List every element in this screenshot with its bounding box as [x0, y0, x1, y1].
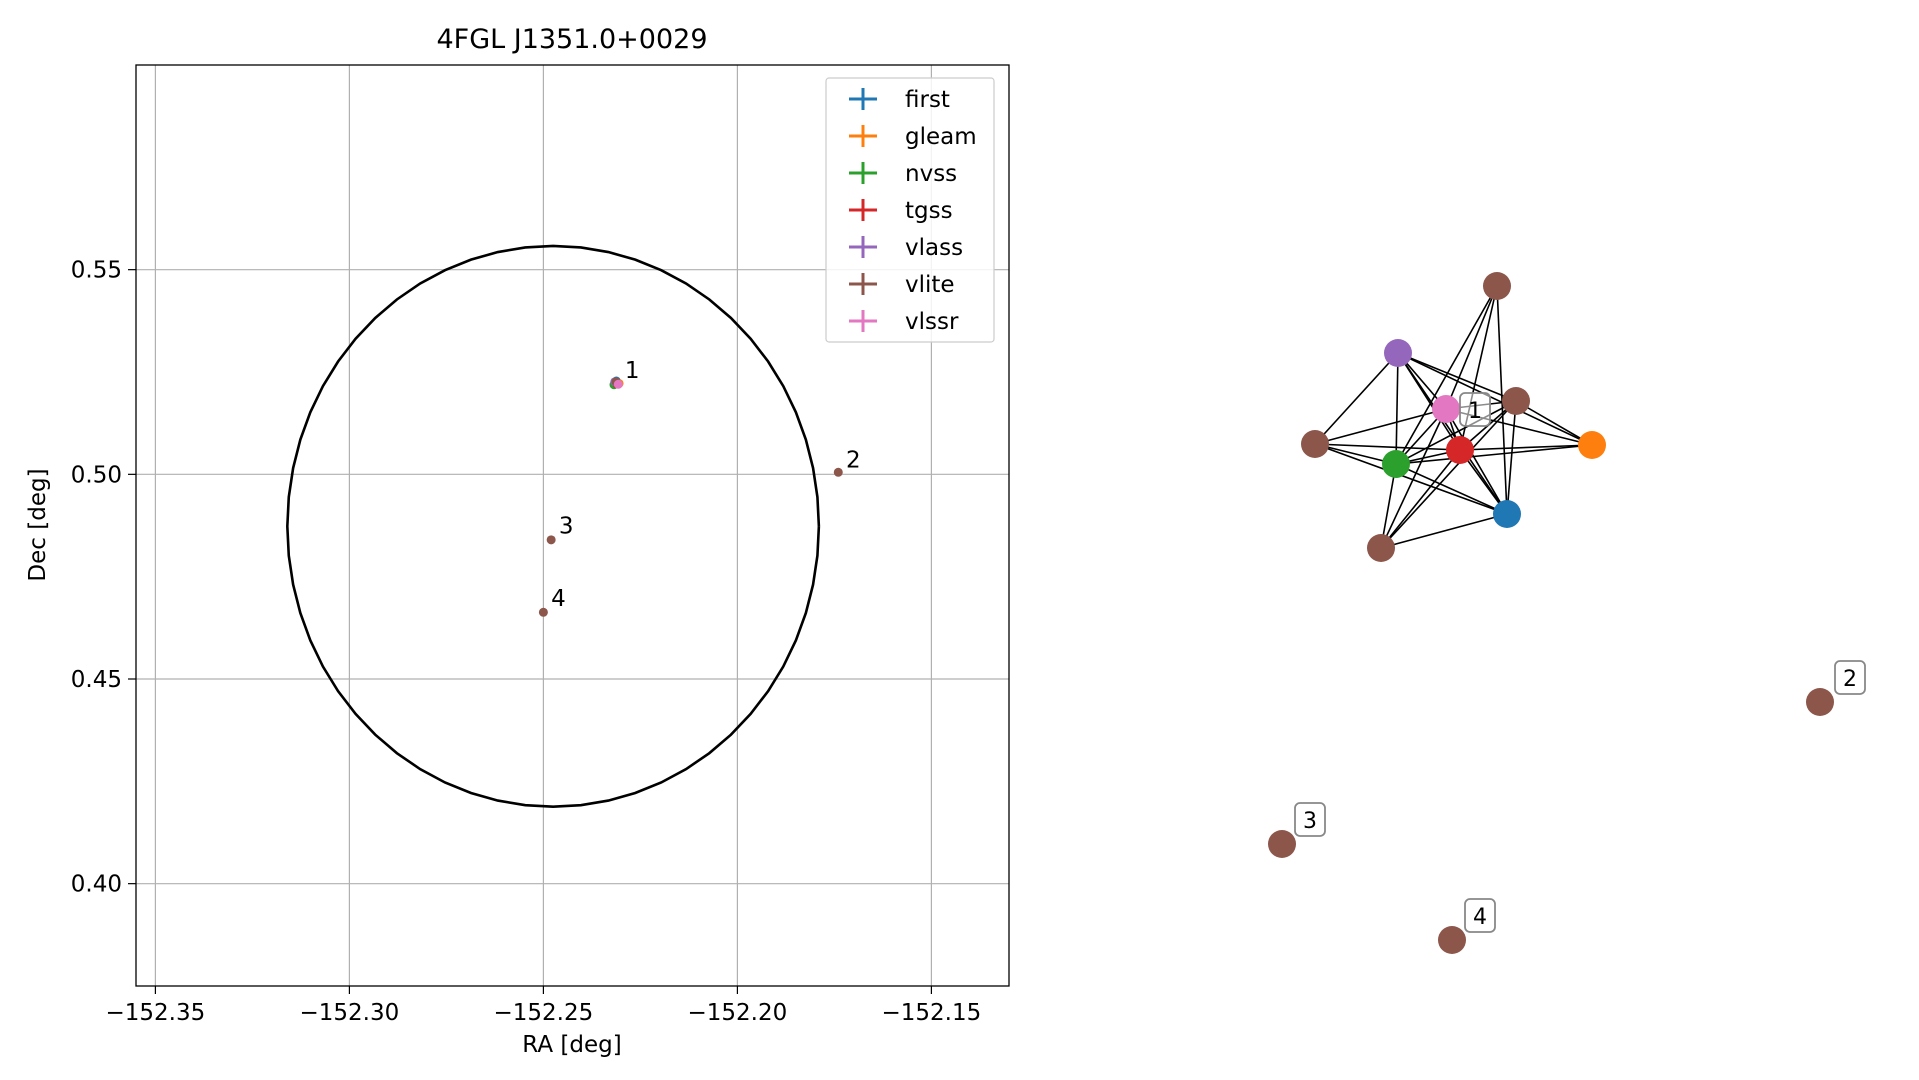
- graph-edge: [1380, 408, 1447, 549]
- data-point-vlssr: [613, 379, 623, 389]
- graph-edge: [1380, 513, 1508, 549]
- graph-label-text: 2: [1843, 667, 1857, 692]
- graph-node-gleam: [1578, 431, 1606, 459]
- graph-label-text: 1: [1468, 399, 1482, 424]
- graph-node-vlssr: [1432, 395, 1460, 423]
- graph-edge: [1445, 285, 1498, 410]
- legend-label: gleam: [905, 124, 977, 150]
- source-annotation: 1: [625, 358, 640, 384]
- graph-node-vlite-4: [1438, 926, 1466, 954]
- graph-node-nvss: [1382, 450, 1410, 478]
- graph-edge: [1397, 352, 1593, 446]
- graph-label-box: [1294, 802, 1326, 837]
- graph-edge: [1496, 285, 1508, 515]
- legend-entry-nvss: nvss: [849, 161, 957, 187]
- plot-frame: [135, 64, 1010, 987]
- graph-edge: [1395, 285, 1498, 465]
- y-axis-ticks: 0.40 0.45 0.50 0.55: [71, 258, 136, 898]
- x-tick-label: −152.25: [494, 1000, 594, 1026]
- graph-edge: [1314, 408, 1447, 445]
- graph-edge: [1395, 444, 1593, 465]
- legend-entry-vlite: vlite: [849, 272, 955, 298]
- graph-edge: [1395, 352, 1399, 465]
- legend-label: vlass: [905, 235, 963, 261]
- graph-nodes: [1268, 272, 1834, 954]
- legend-entry-gleam: gleam: [849, 124, 977, 150]
- graph-node-first: [1493, 500, 1521, 528]
- graph-node-vlite-3: [1268, 830, 1296, 858]
- graph-edge: [1395, 400, 1517, 465]
- graph-node-vlass: [1384, 339, 1412, 367]
- data-point-vlite: [833, 467, 843, 477]
- graph-node-vlite-d: [1367, 534, 1395, 562]
- data-point-vlite: [538, 607, 548, 617]
- graph-label-text: 3: [1303, 809, 1317, 834]
- graph-edge: [1506, 400, 1517, 515]
- source-points: [538, 376, 843, 617]
- legend-label: vlssr: [905, 309, 959, 335]
- graph-edge: [1515, 400, 1593, 446]
- graph-edge: [1397, 352, 1517, 402]
- graph-edge: [1314, 443, 1461, 451]
- source-annotation: 2: [846, 447, 861, 473]
- legend-label: first: [905, 87, 950, 113]
- y-tick-label: 0.50: [71, 462, 122, 488]
- legend-label: tgss: [905, 198, 953, 224]
- legend-entry-tgss: tgss: [849, 198, 953, 224]
- legend-entry-first: first: [849, 87, 950, 113]
- source-annotations: 1 2 3 4: [551, 358, 861, 612]
- x-tick-label: −152.15: [882, 1000, 982, 1026]
- x-axis-label: RA [deg]: [522, 1032, 621, 1058]
- y-tick-label: 0.55: [71, 258, 122, 284]
- graph-label-text: 4: [1473, 905, 1487, 930]
- graph-label: 3: [1294, 802, 1326, 837]
- graph-label-box: [1459, 392, 1491, 427]
- graph-node-vlite-2: [1806, 688, 1834, 716]
- graph-edge: [1380, 463, 1397, 549]
- legend-label: vlite: [905, 272, 955, 298]
- chart-title: 4FGL J1351.0+0029: [436, 24, 707, 55]
- graph-label-box: [1834, 660, 1866, 695]
- graph-label: 4: [1464, 898, 1496, 933]
- legend-label: nvss: [905, 161, 957, 187]
- graph-label: 1: [1459, 392, 1491, 427]
- crossmatch-network-graph: 1 2 3 4: [1268, 272, 1866, 954]
- source-annotation: 4: [551, 586, 566, 612]
- graph-edge: [1380, 400, 1517, 549]
- source-annotation: 3: [559, 514, 574, 540]
- legend-entry-vlass: vlass: [849, 235, 963, 261]
- y-tick-label: 0.45: [71, 667, 122, 693]
- graph-edge: [1314, 443, 1508, 515]
- data-point-vlite: [546, 535, 556, 545]
- x-axis-ticks: −152.35 −152.30 −152.25 −152.20 −152.15: [106, 986, 982, 1026]
- graph-edge: [1395, 463, 1508, 515]
- search-region: [286, 244, 821, 809]
- graph-node-vlite-b: [1502, 387, 1530, 415]
- graph-label-box: [1464, 898, 1496, 933]
- graph-labels: 1 2 3 4: [1294, 392, 1866, 933]
- graph-edge: [1314, 352, 1399, 445]
- legend-entries: first gleam nvss tgss vlass vlite vlssr: [849, 87, 977, 335]
- legend: first gleam nvss tgss vlass vlite vlssr: [825, 77, 995, 343]
- legend-box: [825, 77, 995, 343]
- graph-edge: [1445, 408, 1508, 515]
- graph-label: 2: [1834, 660, 1866, 695]
- x-tick-label: −152.30: [300, 1000, 400, 1026]
- y-tick-label: 0.40: [71, 872, 122, 898]
- search-radius-circle: [286, 244, 821, 809]
- legend-entry-vlssr: vlssr: [849, 309, 959, 335]
- y-axis-label: Dec [deg]: [25, 468, 51, 581]
- x-tick-label: −152.20: [688, 1000, 788, 1026]
- graph-node-tgss: [1446, 436, 1474, 464]
- sky-position-chart: 1 2 3 4 −152.35 −152.30 −152.25 −152.20 −152.15…: [25, 24, 1010, 1058]
- graph-edge: [1459, 444, 1593, 451]
- x-tick-label: −152.35: [106, 1000, 206, 1026]
- graph-node-vlite-a: [1483, 272, 1511, 300]
- graph-node-vlite-c: [1301, 430, 1329, 458]
- graph-edge: [1380, 449, 1461, 549]
